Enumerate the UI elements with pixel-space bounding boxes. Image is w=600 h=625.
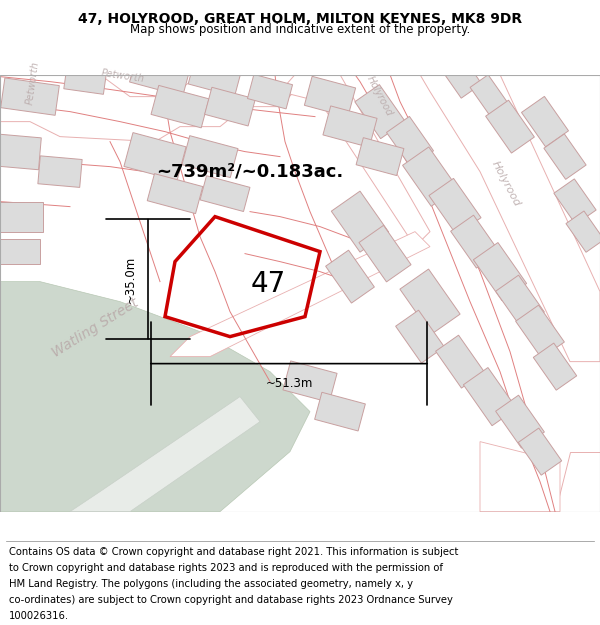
Polygon shape [555, 452, 600, 512]
Polygon shape [420, 74, 600, 362]
Text: to Crown copyright and database rights 2023 and is reproduced with the permissio: to Crown copyright and database rights 2… [9, 563, 443, 573]
Polygon shape [331, 191, 389, 252]
Polygon shape [0, 134, 41, 170]
Polygon shape [533, 343, 577, 390]
Text: ~35.0m: ~35.0m [124, 256, 137, 302]
Polygon shape [438, 51, 482, 98]
Polygon shape [429, 178, 481, 235]
Polygon shape [38, 156, 82, 188]
Polygon shape [566, 211, 600, 252]
Polygon shape [355, 84, 405, 139]
Polygon shape [515, 305, 565, 358]
Polygon shape [0, 202, 43, 232]
Text: Contains OS data © Crown copyright and database right 2021. This information is : Contains OS data © Crown copyright and d… [9, 548, 458, 558]
Polygon shape [323, 106, 377, 148]
Polygon shape [544, 134, 586, 179]
Polygon shape [485, 100, 535, 153]
Polygon shape [170, 232, 430, 357]
Polygon shape [400, 269, 460, 334]
Polygon shape [0, 282, 310, 512]
Text: Holyrood: Holyrood [490, 159, 523, 209]
Text: Watling Street: Watling Street [50, 295, 142, 359]
Polygon shape [326, 250, 374, 303]
Text: Map shows position and indicative extent of the property.: Map shows position and indicative extent… [130, 22, 470, 36]
Polygon shape [403, 147, 457, 206]
Polygon shape [496, 275, 544, 328]
Polygon shape [386, 116, 434, 167]
Polygon shape [480, 442, 560, 512]
Text: co-ordinates) are subject to Crown copyright and database rights 2023 Ordnance S: co-ordinates) are subject to Crown copyr… [9, 595, 453, 605]
Polygon shape [0, 239, 40, 264]
Text: ~739m²/~0.183ac.: ~739m²/~0.183ac. [157, 162, 344, 181]
Polygon shape [182, 136, 238, 178]
Polygon shape [151, 86, 209, 128]
Polygon shape [200, 176, 250, 211]
Polygon shape [463, 368, 517, 426]
Text: 47: 47 [250, 269, 286, 298]
Text: 100026316.: 100026316. [9, 611, 69, 621]
Polygon shape [64, 69, 106, 94]
Text: HM Land Registry. The polygons (including the associated geometry, namely x, y: HM Land Registry. The polygons (includin… [9, 579, 413, 589]
Polygon shape [304, 76, 356, 117]
Polygon shape [130, 53, 190, 96]
Polygon shape [205, 88, 256, 126]
Polygon shape [280, 74, 430, 247]
Polygon shape [188, 57, 242, 96]
Text: Holyrood: Holyrood [365, 74, 395, 118]
Polygon shape [247, 74, 293, 109]
Polygon shape [521, 96, 569, 147]
Polygon shape [0, 74, 310, 142]
Polygon shape [147, 174, 203, 214]
Polygon shape [395, 310, 445, 363]
Text: ~51.3m: ~51.3m [265, 377, 313, 390]
Polygon shape [554, 179, 596, 224]
Polygon shape [451, 215, 499, 268]
Polygon shape [70, 397, 260, 512]
Polygon shape [314, 392, 365, 431]
Text: 47, HOLYROOD, GREAT HOLM, MILTON KEYNES, MK8 9DR: 47, HOLYROOD, GREAT HOLM, MILTON KEYNES,… [78, 12, 522, 26]
Text: Petworth: Petworth [25, 61, 41, 106]
Polygon shape [496, 395, 544, 448]
Polygon shape [470, 75, 510, 119]
Polygon shape [473, 242, 527, 301]
Text: Petworth: Petworth [100, 68, 145, 84]
Polygon shape [436, 335, 484, 388]
Polygon shape [124, 132, 186, 181]
Polygon shape [359, 226, 411, 282]
Polygon shape [356, 138, 404, 176]
Polygon shape [518, 428, 562, 475]
Polygon shape [1, 78, 59, 115]
Polygon shape [283, 361, 337, 403]
